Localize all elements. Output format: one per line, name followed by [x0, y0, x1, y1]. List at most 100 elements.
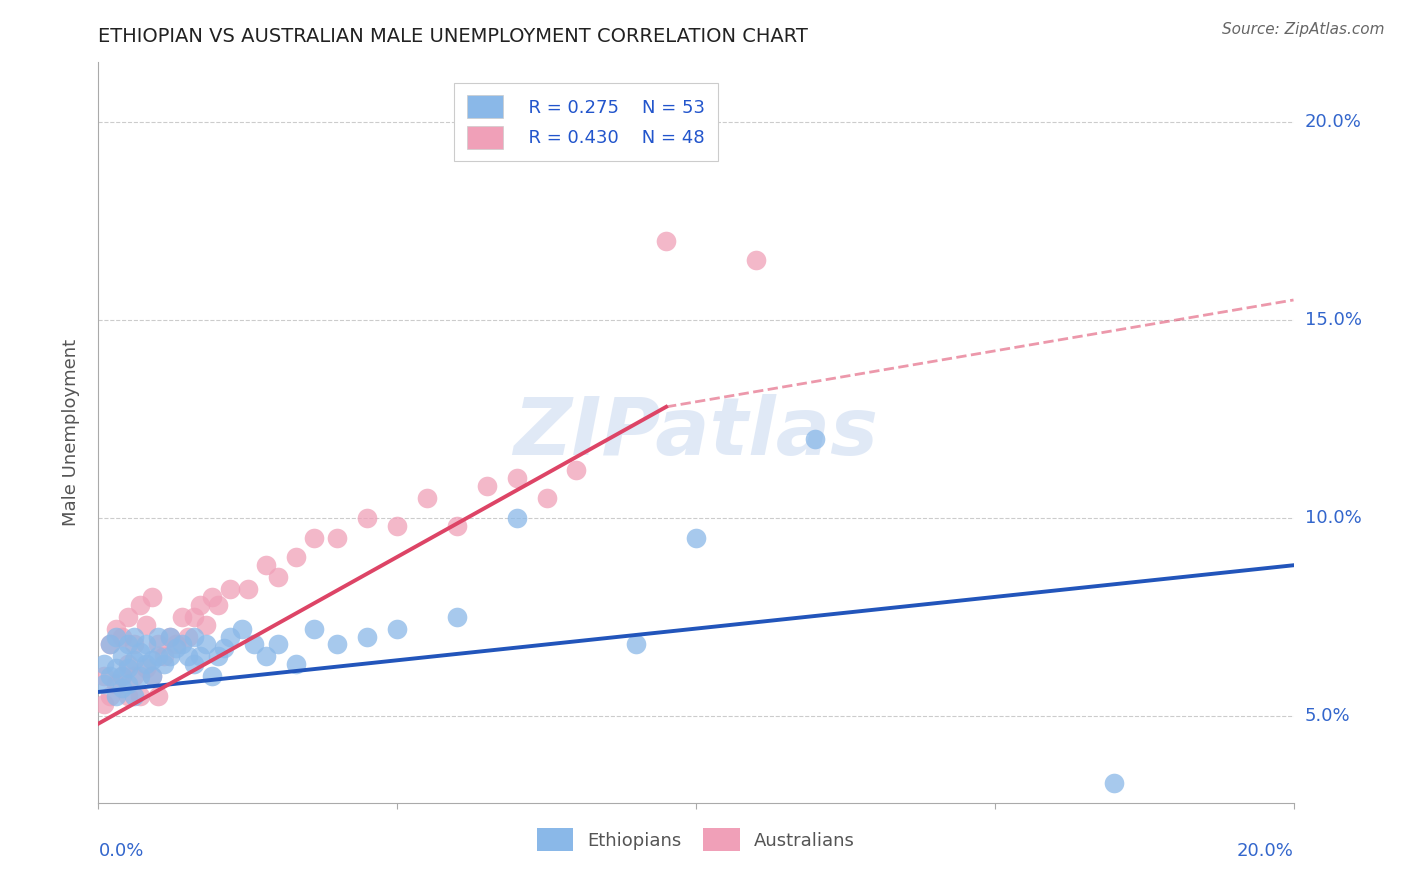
Point	[111, 630, 134, 644]
Point	[267, 637, 290, 651]
Point	[117, 661, 139, 675]
Point	[117, 637, 139, 651]
Point	[148, 637, 170, 651]
Point	[416, 491, 439, 505]
Point	[98, 669, 122, 683]
Point	[135, 617, 157, 632]
Point	[124, 630, 146, 644]
Point	[236, 582, 259, 596]
Point	[207, 598, 229, 612]
Y-axis label: Male Unemployment: Male Unemployment	[62, 339, 80, 526]
Point	[141, 669, 163, 683]
Point	[165, 641, 187, 656]
Point	[183, 609, 205, 624]
Point	[506, 510, 529, 524]
Point	[243, 637, 266, 651]
Point	[536, 491, 558, 505]
Point	[506, 471, 529, 485]
Point	[219, 630, 242, 644]
Point	[129, 669, 152, 683]
Point	[326, 637, 349, 651]
Point	[385, 518, 409, 533]
Text: 20.0%: 20.0%	[1305, 112, 1361, 131]
Point	[141, 669, 163, 683]
Text: 15.0%: 15.0%	[1305, 310, 1361, 329]
Point	[159, 649, 181, 664]
Point	[117, 689, 139, 703]
Point	[745, 253, 768, 268]
Point	[93, 697, 115, 711]
Point	[111, 649, 134, 664]
Point	[195, 617, 218, 632]
Point	[219, 582, 242, 596]
Point	[141, 590, 163, 604]
Point	[111, 669, 134, 683]
Point	[129, 645, 152, 659]
Point	[172, 609, 194, 624]
Point	[93, 657, 115, 672]
Point	[231, 622, 253, 636]
Point	[326, 531, 349, 545]
Point	[98, 637, 122, 651]
Point	[446, 518, 468, 533]
Point	[201, 669, 224, 683]
Text: 5.0%: 5.0%	[1305, 706, 1350, 724]
Point	[148, 649, 170, 664]
Point	[685, 531, 707, 545]
Point	[267, 570, 290, 584]
Point	[135, 657, 157, 672]
Point	[129, 689, 152, 703]
Point	[105, 689, 128, 703]
Point	[117, 677, 139, 691]
Point	[129, 598, 152, 612]
Point	[141, 653, 163, 667]
Point	[195, 637, 218, 651]
Point	[177, 649, 200, 664]
Point	[188, 598, 211, 612]
Point	[159, 630, 181, 644]
Point	[565, 463, 588, 477]
Point	[117, 609, 139, 624]
Point	[201, 590, 224, 604]
Point	[148, 689, 170, 703]
Point	[172, 637, 194, 651]
Point	[124, 689, 146, 703]
Point	[135, 637, 157, 651]
Point	[284, 550, 307, 565]
Point	[302, 531, 325, 545]
Point	[212, 641, 235, 656]
Point	[93, 669, 115, 683]
Point	[98, 637, 122, 651]
Point	[356, 630, 378, 644]
Point	[1104, 776, 1126, 790]
Point	[165, 637, 187, 651]
Point	[356, 510, 378, 524]
Point	[655, 234, 678, 248]
Point	[105, 622, 128, 636]
Point	[626, 637, 648, 651]
Point	[124, 669, 146, 683]
Point	[446, 609, 468, 624]
Point	[111, 681, 134, 695]
Point	[188, 649, 211, 664]
Point	[159, 630, 181, 644]
Text: Source: ZipAtlas.com: Source: ZipAtlas.com	[1222, 22, 1385, 37]
Point	[207, 649, 229, 664]
Point	[148, 630, 170, 644]
Point	[177, 630, 200, 644]
Point	[385, 622, 409, 636]
Point	[105, 661, 128, 675]
Text: 20.0%: 20.0%	[1237, 842, 1294, 860]
Point	[183, 657, 205, 672]
Point	[98, 689, 122, 703]
Point	[105, 677, 128, 691]
Legend: Ethiopians, Australians: Ethiopians, Australians	[529, 819, 863, 861]
Point	[124, 653, 146, 667]
Text: 0.0%: 0.0%	[98, 842, 143, 860]
Point	[117, 657, 139, 672]
Point	[93, 677, 115, 691]
Text: 10.0%: 10.0%	[1305, 508, 1361, 527]
Point	[254, 649, 277, 664]
Point	[105, 630, 128, 644]
Point	[475, 479, 498, 493]
